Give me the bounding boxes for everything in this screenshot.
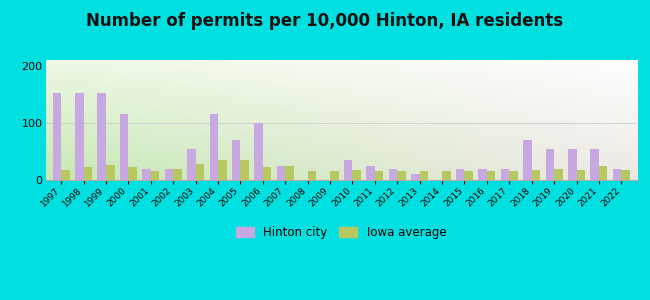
Bar xyxy=(352,170,361,180)
Bar xyxy=(487,171,495,180)
Bar xyxy=(510,171,518,180)
Bar xyxy=(500,169,510,180)
Bar xyxy=(465,171,473,180)
Bar xyxy=(621,170,630,180)
Bar xyxy=(397,171,406,180)
Bar xyxy=(554,169,563,180)
Text: Number of permits per 10,000 Hinton, IA residents: Number of permits per 10,000 Hinton, IA … xyxy=(86,12,564,30)
Bar xyxy=(53,93,61,180)
Bar xyxy=(411,174,420,180)
Bar xyxy=(151,171,159,180)
Bar xyxy=(545,148,554,180)
Bar xyxy=(142,169,151,180)
Bar xyxy=(285,166,294,180)
Bar xyxy=(173,169,182,180)
Bar xyxy=(532,170,540,180)
Bar xyxy=(75,93,84,180)
Bar xyxy=(375,171,383,180)
Bar xyxy=(613,169,621,180)
Bar xyxy=(420,171,428,180)
Bar xyxy=(389,169,397,180)
Legend: Hinton city, Iowa average: Hinton city, Iowa average xyxy=(231,221,451,244)
Bar xyxy=(120,114,129,180)
Bar xyxy=(187,148,196,180)
Bar xyxy=(209,114,218,180)
Bar xyxy=(568,148,577,180)
Bar xyxy=(106,165,114,180)
Bar xyxy=(164,169,173,180)
Bar xyxy=(196,164,204,180)
Bar xyxy=(61,170,70,180)
Bar xyxy=(232,140,240,180)
Bar xyxy=(577,170,585,180)
Bar xyxy=(590,148,599,180)
Bar xyxy=(367,166,375,180)
Bar xyxy=(478,169,487,180)
Bar xyxy=(254,123,263,180)
Bar xyxy=(344,160,352,180)
Bar xyxy=(456,169,465,180)
Bar xyxy=(599,166,607,180)
Bar xyxy=(277,166,285,180)
Bar xyxy=(263,167,271,180)
Bar xyxy=(129,167,137,180)
Bar xyxy=(330,171,339,180)
Bar xyxy=(240,160,249,180)
Bar xyxy=(84,167,92,180)
Bar xyxy=(442,171,450,180)
Bar xyxy=(218,160,227,180)
Bar xyxy=(523,140,532,180)
Bar xyxy=(307,171,316,180)
Bar xyxy=(98,93,106,180)
